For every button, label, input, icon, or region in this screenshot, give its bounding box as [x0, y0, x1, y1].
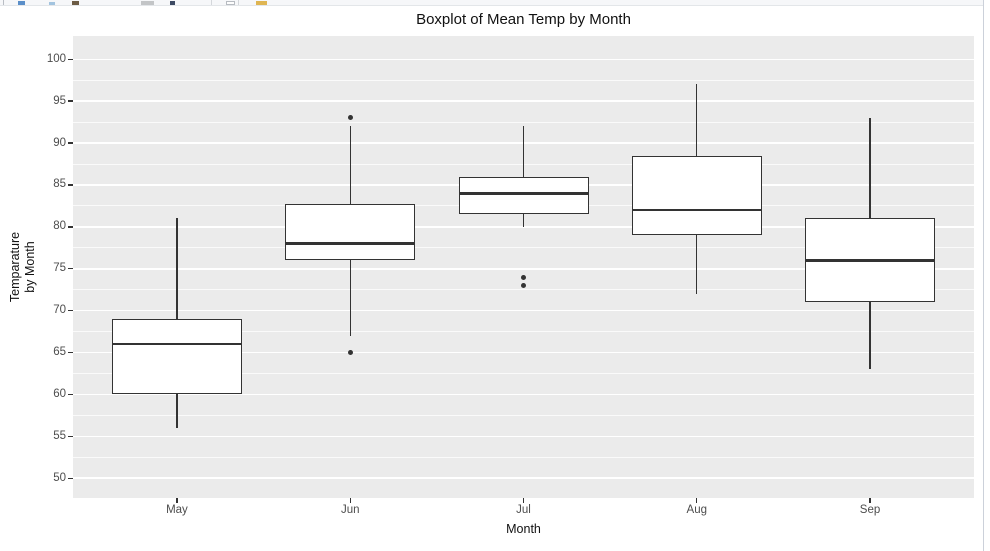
- gridline-major: [73, 393, 974, 396]
- boxplot-aug-box: [631, 155, 762, 236]
- y-tick-label-60: 60: [53, 387, 66, 400]
- y-tick-label-100: 100: [46, 52, 66, 65]
- gridline-major: [73, 268, 974, 270]
- boxplot-may-lower-whisker: [176, 394, 178, 428]
- x-axis-title: Month: [506, 522, 541, 536]
- x-tick-mark-Sep: [869, 498, 871, 503]
- y-tick-label-95: 95: [53, 94, 66, 107]
- y-tick-label-70: 70: [53, 304, 66, 317]
- y-tick-label-55: 55: [53, 429, 66, 442]
- x-tick-label-May: May: [166, 504, 188, 516]
- y-tick-mark-75: [68, 268, 73, 270]
- gridline-major: [73, 477, 974, 479]
- y-tick-mark-70: [68, 309, 73, 312]
- boxplot-aug-median: [631, 208, 762, 212]
- gridline-major: [73, 351, 974, 354]
- boxplot-jun-lower-whisker: [349, 260, 351, 336]
- y-tick-mark-65: [68, 351, 73, 354]
- gridline-major: [73, 100, 974, 102]
- chart-title: Boxplot of Mean Temp by Month: [416, 11, 631, 28]
- boxplot-may-box: [111, 319, 242, 395]
- boxplot-jul-box: [458, 176, 589, 215]
- save-icon[interactable]: [170, 1, 175, 5]
- y-tick-mark-90: [68, 142, 73, 144]
- gridline-minor: [73, 414, 974, 416]
- y-tick-mark-50: [68, 477, 73, 479]
- boxplot-jun-box: [285, 204, 416, 261]
- boxplot-jul-median: [458, 192, 589, 195]
- y-tick-label-90: 90: [53, 136, 66, 149]
- boxplot-aug-upper-whisker: [696, 84, 698, 156]
- y-tick-label-50: 50: [53, 471, 66, 484]
- gridline-minor: [73, 372, 974, 374]
- toolbar-divider-1: [3, 0, 4, 5]
- plots-pane-toolbar: [0, 0, 983, 6]
- window-border: [983, 0, 984, 551]
- x-tick-mark-Aug: [696, 498, 698, 503]
- boxplot-may-upper-whisker: [176, 218, 178, 319]
- gridline-major: [73, 435, 974, 438]
- x-tick-label-Aug: Aug: [686, 504, 707, 516]
- gridline-minor: [73, 331, 974, 333]
- y-tick-label-80: 80: [53, 220, 66, 233]
- boxplot-jun-median: [285, 242, 416, 245]
- forward-icon[interactable]: [49, 1, 55, 5]
- boxplot-may-median: [111, 342, 242, 346]
- boxplot-jun-upper-whisker: [349, 126, 351, 205]
- x-tick-mark-May: [176, 498, 178, 503]
- y-tick-mark-100: [68, 58, 73, 60]
- x-tick-mark-Jun: [349, 498, 351, 503]
- y-tick-mark-55: [68, 435, 73, 437]
- gridline-major: [73, 309, 974, 312]
- y-axis-title-line1: Temparature: [8, 231, 22, 303]
- gridline-minor: [73, 247, 974, 249]
- boxplot-jul-upper-whisker: [522, 126, 525, 177]
- boxplot-sep-lower-whisker: [869, 302, 871, 370]
- y-tick-mark-85: [68, 184, 73, 186]
- zoom-icon[interactable]: [72, 1, 79, 5]
- gridline-major: [73, 58, 974, 61]
- broom-icon[interactable]: [256, 0, 267, 5]
- gridline-minor: [73, 121, 974, 123]
- boxplot-jul-outlier-73: [521, 283, 526, 288]
- y-tick-mark-60: [68, 393, 73, 396]
- boxplot-aug-lower-whisker: [696, 235, 698, 294]
- boxplot-jun-outlier-65: [347, 350, 353, 356]
- boxplot-sep-upper-whisker: [869, 117, 871, 219]
- gridline-minor: [73, 456, 974, 458]
- y-tick-mark-95: [68, 100, 73, 102]
- toolbar-divider-2: [211, 0, 212, 5]
- back-icon[interactable]: [18, 1, 25, 5]
- gridline-minor: [73, 289, 974, 291]
- clear-plot-icon[interactable]: [226, 1, 235, 5]
- x-tick-label-Jun: Jun: [340, 504, 360, 516]
- boxplot-jun-outlier-93: [347, 115, 353, 121]
- y-tick-label-85: 85: [53, 178, 66, 191]
- toolbar-divider-3: [238, 0, 239, 5]
- y-tick-label-75: 75: [53, 262, 66, 275]
- export-button[interactable]: [141, 1, 154, 5]
- boxplot-jul-lower-whisker: [522, 214, 525, 227]
- boxplot-jul-outlier-74: [521, 274, 526, 280]
- x-tick-mark-Jul: [522, 498, 525, 503]
- gridline-major: [73, 226, 974, 228]
- x-tick-label-Sep: Sep: [859, 504, 881, 516]
- gridline-minor: [73, 79, 974, 81]
- boxplot-sep-median: [805, 259, 936, 262]
- x-tick-label-Jul: Jul: [516, 504, 531, 516]
- y-tick-mark-80: [68, 226, 73, 228]
- y-tick-label-65: 65: [53, 346, 66, 359]
